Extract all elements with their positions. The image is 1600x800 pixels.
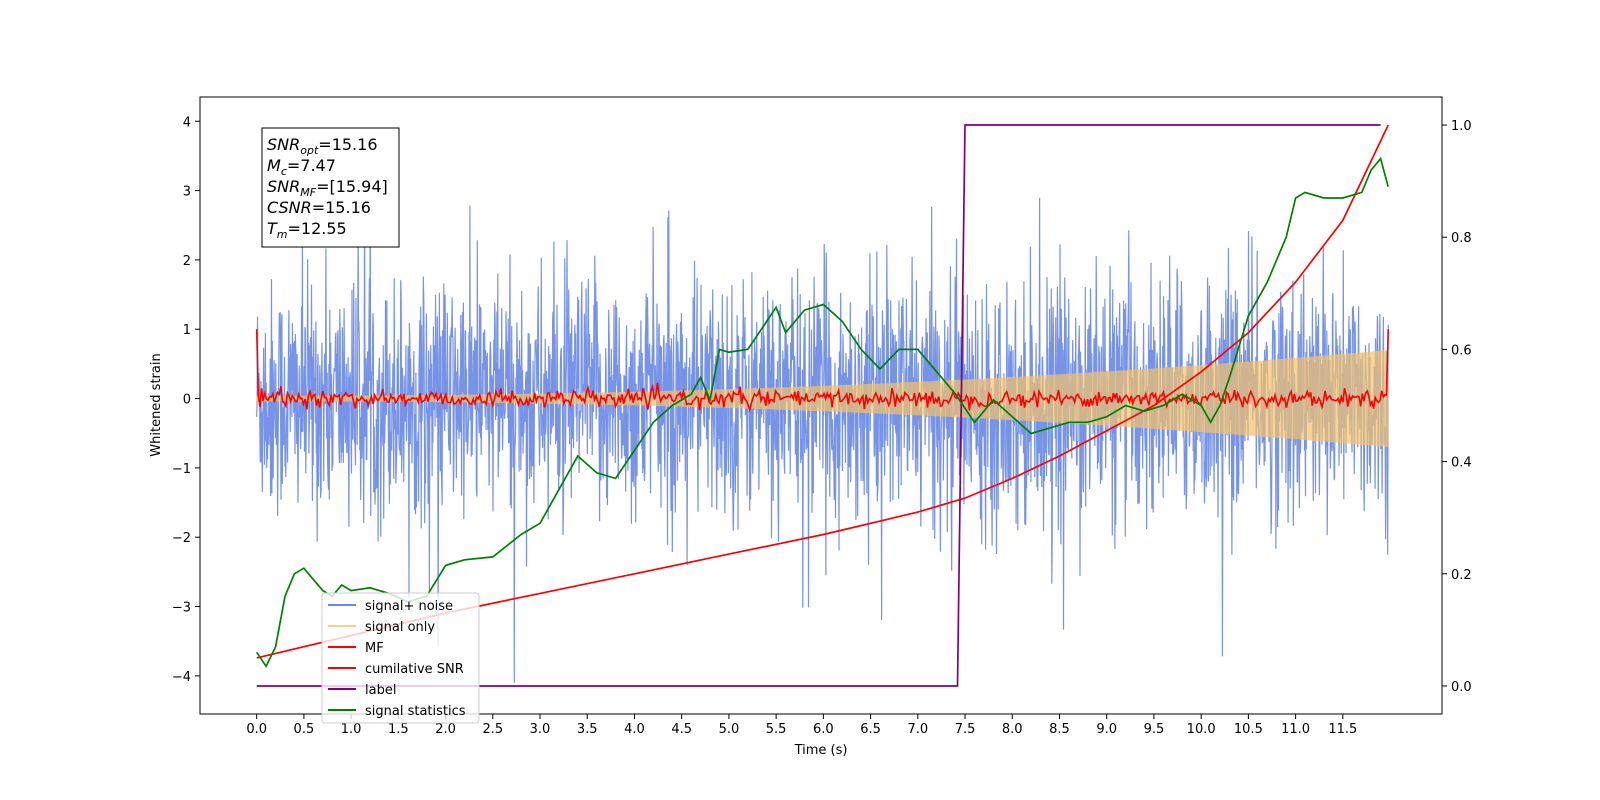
x-tick-label: 1.0	[341, 722, 362, 737]
x-tick-label: 4.5	[671, 722, 692, 737]
y-left-tick-label: 4	[183, 115, 191, 130]
annotation-line: SNRopt=15.16	[267, 135, 378, 157]
x-tick-label: 10.0	[1187, 722, 1216, 737]
legend: signal+ noise signal only MF cumilative SNR…	[321, 592, 480, 724]
x-tick-label: 8.0	[1002, 722, 1023, 737]
legend-label: cumilative SNR	[365, 662, 464, 677]
y-axis-title: Whitened strain	[149, 353, 164, 456]
x-tick-label: 5.0	[719, 722, 740, 737]
annotation-box: SNRopt=15.16Mc=7.47SNRMF=[15.94]CSNR=15.…	[261, 127, 400, 248]
x-tick-label: 6.0	[813, 722, 834, 737]
x-axis: 0.0 0.5 1.0 1.5 2.0 2.5 3.0 3.5 4.0 4.5 5.0 5.5 6.0 6…	[246, 714, 1357, 737]
y-left-tick-label: 0	[183, 393, 191, 408]
axes-frame	[199, 96, 1443, 715]
x-tick-label: 6.5	[860, 722, 881, 737]
y-left-tick-label: −1	[172, 462, 191, 477]
legend-label: MF	[365, 641, 384, 656]
y-right-tick-label: 0.6	[1451, 343, 1472, 358]
x-tick-label: 11.0	[1281, 722, 1310, 737]
y-right-tick-label: 0.0	[1451, 680, 1472, 695]
y-left-tick-label: 3	[183, 185, 191, 200]
legend-label: signal statistics	[365, 704, 466, 719]
annotation-line: SNRMF=[15.94]	[267, 177, 388, 199]
x-tick-label: 9.0	[1096, 722, 1117, 737]
legend-frame	[321, 592, 480, 724]
annotation-line: Mc=7.47	[267, 156, 336, 178]
x-tick-label: 4.0	[624, 722, 645, 737]
x-tick-label: 1.5	[388, 722, 409, 737]
y-left-tick-label: 1	[183, 323, 191, 338]
annotation-frame	[261, 127, 400, 248]
x-tick-label: 11.5	[1328, 722, 1357, 737]
series-label-line	[256, 124, 1381, 687]
x-tick-label: 7.0	[907, 722, 928, 737]
y-left-tick-label: −2	[172, 531, 191, 546]
left-y-axis: −4 −3 −2 −1 0 1 2 3 4	[172, 115, 200, 685]
x-tick-label: 3.0	[530, 722, 551, 737]
annotation-line: CSNR=15.16	[267, 198, 371, 217]
x-tick-label: 9.5	[1144, 722, 1165, 737]
y-right-tick-label: 1.0	[1451, 119, 1472, 134]
x-tick-label: 0.0	[246, 722, 267, 737]
y-left-tick-label: −4	[172, 670, 191, 685]
x-axis-title: Time (s)	[794, 743, 848, 758]
x-tick-label: 0.5	[294, 722, 315, 737]
x-tick-label: 2.0	[435, 722, 456, 737]
y-right-tick-label: 0.8	[1451, 231, 1472, 246]
y-right-tick-label: 0.2	[1451, 568, 1472, 583]
legend-label: signal only	[365, 620, 435, 635]
legend-label: signal+ noise	[365, 599, 453, 614]
x-tick-label: 2.5	[482, 722, 503, 737]
x-tick-label: 10.5	[1234, 722, 1263, 737]
y-left-tick-label: −3	[172, 601, 191, 616]
x-tick-label: 3.5	[577, 722, 598, 737]
y-right-tick-label: 0.4	[1451, 456, 1472, 471]
series-signal-only-line	[256, 350, 1389, 448]
annotation-line: Tm=12.55	[267, 219, 347, 241]
x-tick-label: 5.5	[766, 722, 787, 737]
legend-label: label	[365, 683, 396, 698]
x-tick-label: 8.5	[1049, 722, 1070, 737]
y-left-tick-label: 2	[183, 254, 191, 269]
x-tick-label: 7.5	[955, 722, 976, 737]
right-y-axis: 0.0 0.2 0.4 0.6 0.8 1.0	[1442, 119, 1472, 695]
